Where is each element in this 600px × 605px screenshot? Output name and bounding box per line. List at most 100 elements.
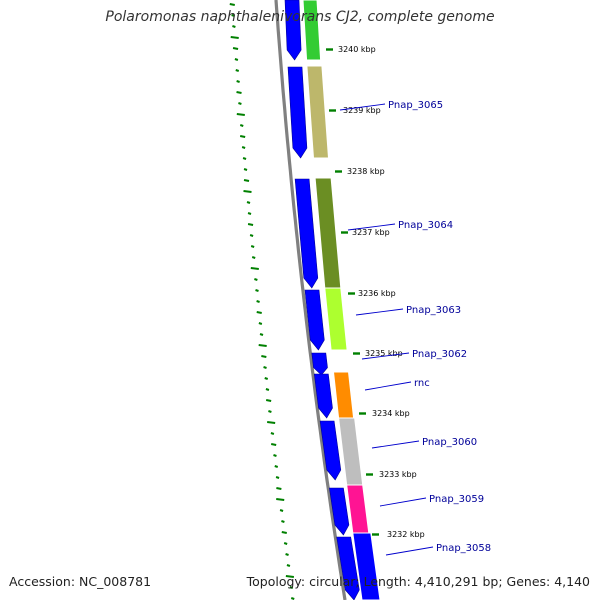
gc-content-mark: [251, 256, 256, 259]
gc-content-mark: [275, 476, 280, 479]
cds-arrow: [284, 0, 302, 61]
gene-label-leader: [347, 223, 396, 231]
genome-summary-text: Topology: circular; Length: 4,410,291 bp…: [246, 574, 590, 589]
gc-content-mark: [235, 69, 240, 72]
gene-feature-box: [324, 287, 348, 351]
gc-content-mark: [265, 388, 270, 391]
gc-content-mark: [258, 322, 263, 325]
gene-label: Pnap_3059: [429, 494, 484, 505]
gc-content-mark: [239, 135, 246, 138]
gene-feature-box: [338, 417, 364, 486]
gc-content-mark: [232, 47, 239, 50]
gene-label-leader: [385, 546, 434, 556]
kbp-tick-label: 3237 kbp: [352, 228, 390, 237]
cds-arrow: [294, 178, 319, 289]
gc-content-mark: [285, 575, 294, 578]
gc-content-mark: [234, 58, 239, 61]
genome-backbone: [274, 0, 347, 601]
gc-content-mark: [281, 520, 285, 523]
cds-arrow: [287, 66, 308, 159]
cds-arrow: [311, 352, 328, 376]
gc-content-mark: [259, 333, 264, 336]
gc-content-mark: [246, 201, 251, 204]
gene-label: Pnap_3063: [406, 305, 461, 316]
gc-content-mark: [243, 179, 250, 182]
kbp-tick-label: 3234 kbp: [372, 409, 410, 418]
gc-content-mark: [247, 223, 254, 226]
gc-content-mark: [243, 190, 252, 193]
gc-content-mark: [283, 542, 288, 545]
gene-feature-box: [314, 177, 342, 289]
genome-title: Polaromonas naphthalenivorans CJ2, compl…: [105, 9, 495, 25]
gene-label: Pnap_3065: [388, 100, 443, 111]
gc-content-mark: [242, 157, 247, 160]
gc-content-mark: [239, 124, 244, 127]
kbp-tick-label: 3239 kbp: [343, 106, 381, 115]
gc-content-mark: [236, 91, 242, 94]
gc-content-mark: [281, 531, 287, 534]
cds-arrow: [304, 289, 325, 351]
gc-content-mark: [270, 432, 275, 435]
gc-content-mark: [285, 553, 289, 556]
gene-label-leader: [339, 103, 386, 111]
gc-content-mark: [263, 366, 267, 369]
kbp-tick-label: 3240 kbp: [338, 45, 376, 54]
gc-content-mark: [236, 113, 245, 116]
gene-feature-box: [332, 371, 355, 419]
gc-content-mark: [270, 443, 277, 446]
gc-content-mark: [256, 311, 262, 314]
kbp-tick-label: 3236 kbp: [358, 289, 396, 298]
gc-content-mark: [232, 25, 236, 28]
kbp-tick-label: 3233 kbp: [379, 470, 417, 479]
gene-label-leader: [364, 381, 412, 391]
gc-content-mark: [290, 597, 295, 600]
gc-content-mark: [250, 267, 259, 270]
gene-label: Pnap_3058: [436, 543, 491, 554]
gc-content-mark: [256, 300, 260, 303]
kbp-tick-label: 3232 kbp: [387, 530, 425, 539]
gc-content-mark: [254, 278, 258, 281]
gc-content-mark: [236, 80, 240, 83]
gc-content-mark: [289, 586, 294, 589]
gc-content-mark: [268, 410, 272, 413]
gc-content-mark: [247, 212, 252, 215]
gene-label-leader: [361, 352, 410, 360]
gc-content-mark: [249, 234, 254, 237]
gc-content-mark: [276, 498, 285, 501]
gc-content-mark: [250, 245, 255, 248]
kbp-tick-label: 3238 kbp: [347, 167, 385, 176]
gene-feature-box: [302, 0, 322, 61]
gc-content-mark: [276, 487, 282, 490]
gene-label: Pnap_3064: [398, 220, 453, 231]
cds-arrow: [313, 373, 333, 419]
gc-content-mark: [231, 14, 235, 17]
gene-label-leader: [371, 440, 420, 449]
gc-content-mark: [258, 344, 267, 347]
gc-content-mark: [241, 146, 246, 149]
gc-content-mark: [255, 289, 259, 292]
cds-arrow: [336, 536, 360, 601]
gene-feature-box: [306, 65, 330, 159]
gc-content-mark: [261, 355, 267, 358]
gene-feature-box: [346, 484, 370, 534]
gene-label: Pnap_3062: [412, 349, 467, 360]
accession-text: Accession: NC_008781: [9, 574, 152, 589]
gc-content-mark: [238, 102, 242, 105]
gc-content-mark: [264, 377, 269, 380]
gc-content-mark: [267, 421, 276, 424]
gc-content-mark: [230, 36, 239, 39]
gc-content-mark: [274, 465, 279, 468]
cds-arrow: [329, 487, 350, 536]
gc-content-mark: [273, 454, 277, 457]
gc-content-mark: [265, 399, 272, 402]
gene-label: rnc: [414, 378, 430, 389]
gc-content-mark: [286, 564, 291, 567]
gc-content-mark: [279, 509, 284, 512]
gene-label-leader: [379, 497, 427, 507]
gene-label-leader: [355, 308, 404, 316]
gc-content-mark: [243, 168, 248, 171]
kbp-tick-label: 3235 kbp: [365, 349, 403, 358]
gene-label: Pnap_3060: [422, 437, 477, 448]
